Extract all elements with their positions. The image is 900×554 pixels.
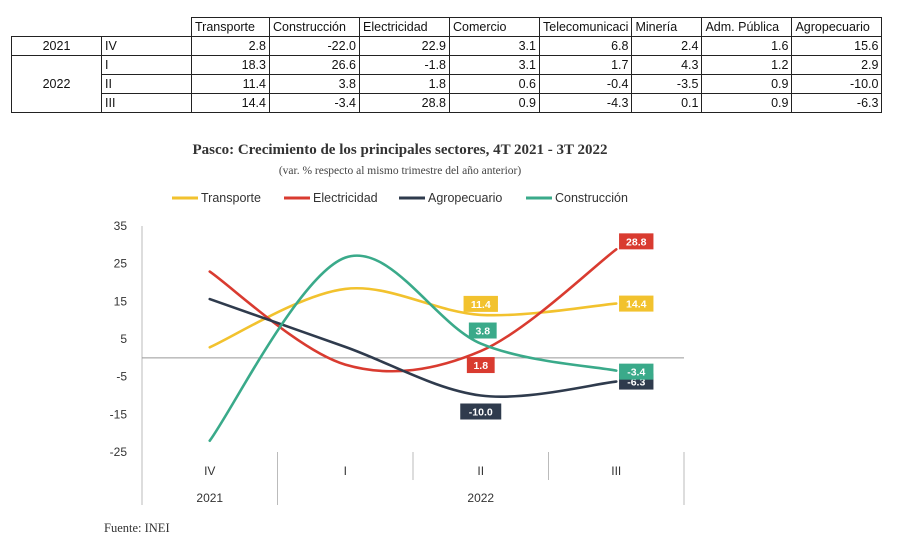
chart-title: Pasco: Crecimiento de los principales se… — [192, 142, 607, 158]
y-tick-label: 15 — [114, 294, 128, 308]
legend-label-agropecuario: Agropecuario — [428, 191, 502, 205]
data-label-text: -10.0 — [469, 407, 493, 419]
chart-data-labels: 11.4 14.41.828.8-10.0-6.33.8-3.4 — [460, 233, 654, 420]
data-label-box — [463, 295, 498, 312]
data-table: Transporte Construcción Electricidad Com… — [11, 17, 883, 113]
data-label-box — [619, 233, 654, 250]
chart-subtitle: (var. % respecto al mismo trimestre del … — [279, 165, 522, 177]
data-label-box — [460, 403, 502, 420]
category-label: IV — [204, 464, 215, 478]
chart-lines — [208, 248, 618, 442]
value-cell: -3.4 — [269, 93, 360, 113]
value-cell: 1.8 — [359, 74, 450, 94]
value-cell: -6.3 — [791, 93, 883, 113]
data-label-electricidad: 1.8 — [466, 357, 495, 374]
value-cell: 0.9 — [701, 93, 793, 113]
legend-label-transporte: Transporte — [201, 191, 261, 205]
category-label: II — [477, 464, 484, 478]
value-cell: -10.0 — [791, 74, 883, 94]
data-label-construccion: -3.4 — [619, 363, 654, 380]
series-line-agropecuario — [208, 297, 618, 398]
category-label: III — [611, 464, 621, 478]
data-label-text: 28.8 — [626, 236, 647, 248]
value-cell: 1.7 — [538, 55, 633, 75]
data-label-text: -3.4 — [627, 367, 645, 379]
table-row: III 14.4 -3.4 28.8 0.9 -4.3 0.1 0.9 -6.3 — [12, 93, 883, 113]
value-cell: 1.6 — [701, 36, 793, 56]
source-note: Fuente: INEI — [104, 521, 170, 535]
category-label: I — [344, 464, 347, 478]
value-cell: 15.6 — [791, 36, 883, 56]
legend-label-electricidad: Electricidad — [313, 191, 378, 205]
data-label-box — [466, 357, 495, 374]
column-header: Telecomunicaci — [538, 17, 633, 37]
data-label-text: 3.8 — [475, 326, 490, 338]
data-label-text: 11.4 — [471, 299, 491, 311]
y-tick-label: 25 — [114, 257, 128, 271]
y-tick-label: -15 — [110, 407, 128, 421]
value-cell: 0.9 — [449, 93, 540, 113]
data-label-box — [468, 322, 497, 339]
data-label-transporte: 11.4 — [463, 295, 498, 312]
value-cell: -4.3 — [538, 93, 633, 113]
data-label-text: 1.8 — [473, 360, 488, 372]
value-cell: 28.8 — [359, 93, 450, 113]
y-tick-label: -5 — [116, 370, 127, 384]
year-cell: 2022 — [11, 55, 102, 113]
value-cell: 14.4 — [191, 93, 270, 113]
y-tick-label: 35 — [114, 219, 128, 233]
year-label: 2021 — [196, 491, 223, 505]
column-header: Minería — [631, 17, 703, 37]
legend-label-construccion: Construcción — [555, 191, 628, 205]
table-row: 2022 I 18.3 26.6 -1.8 3.1 1.7 4.3 1.2 2.… — [11, 55, 883, 113]
y-tick-label: -25 — [110, 445, 128, 459]
value-cell: 11.4 — [191, 74, 270, 94]
series-line-transporte — [208, 286, 618, 349]
data-label-transporte: 14.4 — [619, 295, 654, 312]
year-label: 2022 — [467, 491, 494, 505]
series-line-construccion — [208, 254, 618, 442]
data-label-text: 14.4 — [626, 299, 647, 311]
data-label-agropecuario: -10.0 — [460, 403, 502, 420]
y-tick-label: 5 — [120, 332, 127, 346]
data-label-box — [619, 295, 654, 312]
data-label-box — [619, 363, 654, 380]
table-header-row: Transporte Construcción Electricidad Com… — [12, 17, 883, 37]
chart-legend: Transporte Electricidad Agropecuario Constr… — [172, 191, 628, 205]
value-cell: 1.2 — [701, 55, 793, 75]
value-cell: 2.4 — [631, 36, 703, 56]
data-label-electricidad: 28.8 — [619, 233, 654, 250]
data-label-construccion: 3.8 — [468, 322, 497, 339]
value-cell: -3.5 — [631, 74, 703, 94]
